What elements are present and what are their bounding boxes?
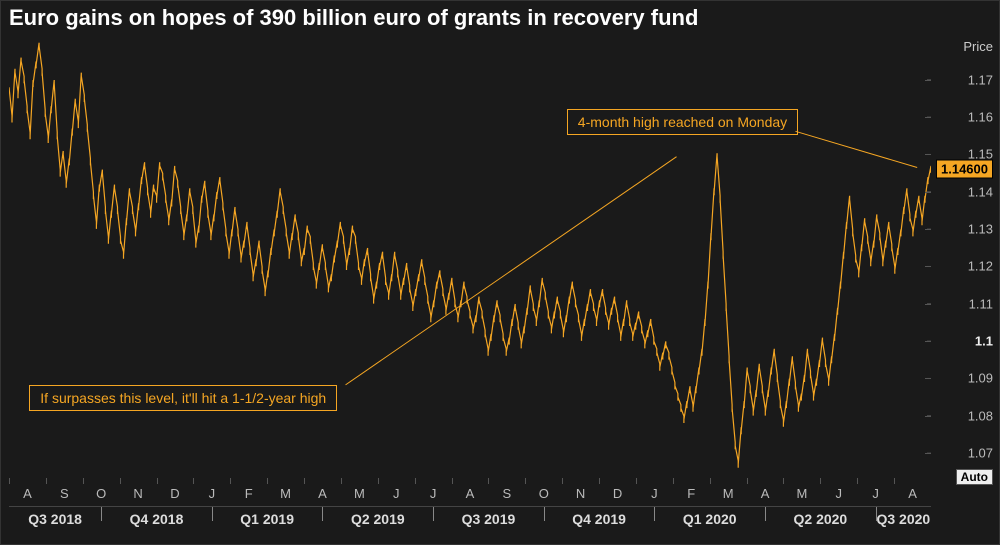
y-tick-label: 1.14 — [968, 184, 993, 199]
quarter-label: Q2 2020 — [794, 511, 848, 527]
month-label: D — [170, 486, 179, 501]
month-label: J — [393, 486, 400, 501]
quarter-label: Q3 2019 — [462, 511, 516, 527]
quarter-label: Q1 2019 — [240, 511, 294, 527]
quarter-label: Q3 2020 — [876, 511, 930, 527]
month-label: J — [872, 486, 879, 501]
y-axis-label: Price — [963, 39, 993, 54]
x-axis-months: ASONDJFMAMJJASONDJFMAMJJA — [9, 484, 931, 504]
month-label: A — [908, 486, 917, 501]
quarter-label: Q1 2020 — [683, 511, 737, 527]
month-label: A — [466, 486, 475, 501]
month-label: M — [723, 486, 734, 501]
auto-scale-button[interactable]: Auto — [956, 469, 993, 485]
month-label: M — [280, 486, 291, 501]
chart-title: Euro gains on hopes of 390 billion euro … — [9, 5, 698, 31]
annotation-year-high: If surpasses this level, it'll hit a 1-1… — [29, 385, 337, 411]
month-label: J — [836, 486, 843, 501]
quarter-label: Q2 2019 — [351, 511, 405, 527]
annotation-4-month-high: 4-month high reached on Monday — [567, 109, 798, 135]
month-label: M — [796, 486, 807, 501]
month-label: S — [503, 486, 512, 501]
month-label: A — [761, 486, 770, 501]
month-label: D — [613, 486, 622, 501]
y-tick-label: 1.07 — [968, 446, 993, 461]
y-axis: Price Auto 1.07 1.08 1.09 1.1 1.11 1.12 1.13 1.… — [931, 35, 993, 483]
month-label: O — [539, 486, 549, 501]
month-label: O — [96, 486, 106, 501]
y-tick-label: 1.16 — [968, 110, 993, 125]
y-tick-label: 1.11 — [969, 296, 993, 311]
month-label: F — [245, 486, 253, 501]
y-tick-label: 1.09 — [968, 371, 993, 386]
month-label: A — [318, 486, 327, 501]
y-tick-label: 1.12 — [968, 259, 993, 274]
month-label: S — [60, 486, 69, 501]
quarter-label: Q4 2018 — [130, 511, 184, 527]
quarter-label: Q3 2018 — [28, 511, 82, 527]
chart-container: Euro gains on hopes of 390 billion euro … — [0, 0, 1000, 545]
x-axis: A S O N D J F M A M J J A S O N D J F M A M J J A Q3 2018 Q4 2018… — [9, 484, 931, 540]
month-label: J — [651, 486, 658, 501]
month-label: N — [133, 486, 142, 501]
y-tick-label: 1.1 — [975, 334, 993, 349]
current-price-tag: 1.14600 — [936, 160, 993, 179]
y-tick-label: 1.13 — [968, 222, 993, 237]
month-label: N — [576, 486, 585, 501]
y-tick-label: 1.17 — [968, 72, 993, 87]
quarter-label: Q4 2019 — [572, 511, 626, 527]
month-label: J — [430, 486, 437, 501]
month-label: J — [209, 486, 216, 501]
month-label: M — [354, 486, 365, 501]
y-tick-label: 1.08 — [968, 408, 993, 423]
month-label: A — [23, 486, 32, 501]
x-axis-quarters: Q3 2018 Q4 2018 Q1 2019 Q2 2019 Q3 2019 Q4 20… — [9, 506, 931, 530]
month-label: F — [687, 486, 695, 501]
line-chart-svg — [9, 35, 931, 483]
plot-area — [9, 35, 931, 483]
